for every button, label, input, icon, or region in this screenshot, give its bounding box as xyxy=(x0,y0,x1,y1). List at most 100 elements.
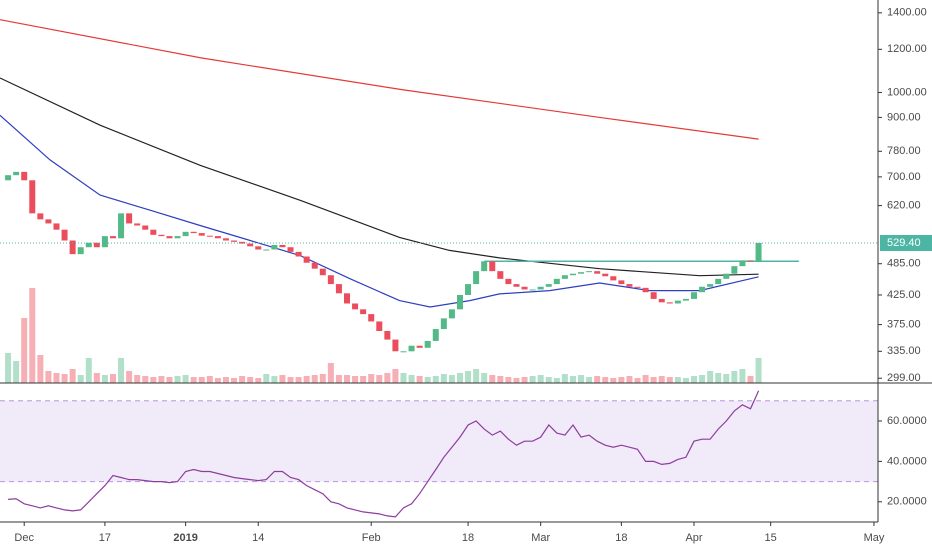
volume-bar xyxy=(497,376,504,383)
candle xyxy=(691,292,698,299)
candle xyxy=(368,314,375,322)
candle xyxy=(586,271,593,273)
candle xyxy=(295,251,302,257)
volume-bar xyxy=(473,369,480,383)
candle xyxy=(666,302,673,304)
candle xyxy=(335,284,342,294)
volume-bar xyxy=(553,378,560,383)
candle xyxy=(239,241,246,244)
candle xyxy=(408,345,415,352)
candle xyxy=(150,229,157,235)
volume-bar xyxy=(69,369,76,383)
volume-bar xyxy=(521,377,528,383)
candle xyxy=(569,273,576,276)
volume-bar xyxy=(618,377,625,383)
candle xyxy=(85,242,92,248)
candle xyxy=(319,268,326,276)
volume-bar xyxy=(134,375,141,383)
candle xyxy=(674,300,681,304)
x-tick-label: May xyxy=(864,532,885,544)
volume-bar xyxy=(682,378,689,383)
volume-bar xyxy=(77,375,84,383)
candle xyxy=(279,244,286,248)
candle xyxy=(513,284,520,287)
volume-bar xyxy=(448,375,455,383)
x-tick-label: Mar xyxy=(531,532,550,544)
candle xyxy=(594,271,601,274)
y-tick-label: 335.00 xyxy=(887,345,921,357)
candle xyxy=(440,318,447,330)
volume-bar xyxy=(739,369,746,383)
volume-bar xyxy=(319,374,326,383)
volume-bar xyxy=(327,363,334,383)
volume-bar xyxy=(263,374,270,383)
candle xyxy=(634,286,641,288)
volume-bar xyxy=(658,376,665,383)
candle xyxy=(650,292,657,299)
candle xyxy=(739,260,746,267)
candle xyxy=(529,289,536,291)
rsi-tick-label: 20.0000 xyxy=(887,496,927,508)
volume-bar xyxy=(731,371,738,383)
volume-bar xyxy=(561,374,568,383)
volume-bar xyxy=(666,377,673,383)
volume-bar xyxy=(21,318,28,383)
candle xyxy=(626,284,633,287)
volume-bar xyxy=(53,373,60,383)
y-tick-label: 425.00 xyxy=(887,289,921,301)
candle xyxy=(376,321,383,331)
volume-bar xyxy=(174,376,181,383)
candle xyxy=(602,273,609,277)
last-price-label: 529.40 xyxy=(887,237,921,249)
volume-bar xyxy=(674,377,681,383)
volume-bar xyxy=(626,376,633,383)
volume-bar xyxy=(634,378,641,383)
candle xyxy=(182,231,189,237)
x-tick-label: Dec xyxy=(14,532,34,544)
candle xyxy=(247,243,254,247)
y-tick-label: 1000.00 xyxy=(887,86,927,98)
candle xyxy=(707,284,714,287)
candle xyxy=(206,235,213,237)
y-tick-label: 375.00 xyxy=(887,319,921,331)
volume-bar xyxy=(93,373,100,383)
volume-bar xyxy=(190,377,197,383)
candle xyxy=(174,236,181,239)
volume-bar xyxy=(311,375,318,383)
volume-bar xyxy=(182,375,189,383)
candle xyxy=(416,345,423,348)
volume-bar xyxy=(166,377,173,383)
candle xyxy=(432,329,439,341)
x-tick-label: 18 xyxy=(615,532,627,544)
candle xyxy=(352,303,359,310)
volume-bar xyxy=(61,374,68,383)
candle xyxy=(642,287,649,293)
volume-bar xyxy=(513,378,520,383)
x-tick-label: 2019 xyxy=(173,532,197,544)
candle xyxy=(360,309,367,315)
candle xyxy=(497,271,504,279)
last-price-box xyxy=(880,234,932,251)
volume-bar xyxy=(456,373,463,383)
volume-bar xyxy=(13,361,20,383)
candle xyxy=(21,171,28,181)
moving-average xyxy=(0,19,759,140)
volume-bar xyxy=(723,374,730,383)
rsi-tick-label: 40.0000 xyxy=(887,455,927,467)
moving-average xyxy=(0,114,759,308)
volume-bar xyxy=(610,378,617,383)
x-tick-label: 18 xyxy=(462,532,474,544)
volume-bar xyxy=(376,375,383,383)
candle xyxy=(521,286,528,290)
volume-bar xyxy=(594,376,601,383)
candle xyxy=(69,240,76,255)
volume-bar xyxy=(109,374,116,383)
candle xyxy=(755,242,762,262)
y-tick-label: 1200.00 xyxy=(887,43,927,55)
volume-bar xyxy=(295,377,302,383)
candle xyxy=(126,213,133,224)
volume-bar xyxy=(239,376,246,383)
volume-bar xyxy=(747,376,754,383)
volume-bar xyxy=(142,376,149,383)
